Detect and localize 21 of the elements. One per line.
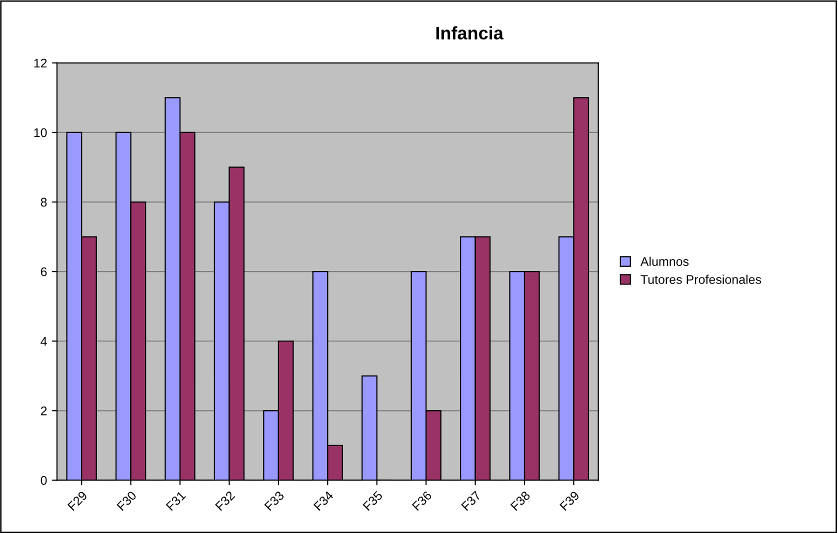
y-tick-label: 2 <box>40 406 47 416</box>
x-tick-label: F33 <box>264 490 285 511</box>
x-tick-label: F30 <box>116 490 137 511</box>
chart-title: Infancia <box>436 26 504 40</box>
legend-label: Alumnos <box>640 256 689 266</box>
y-tick-label: 10 <box>34 128 47 138</box>
x-tick-label: F35 <box>362 490 383 511</box>
y-tick-label: 6 <box>40 267 47 276</box>
x-tick-label: F38 <box>510 490 531 511</box>
x-tick-label: F37 <box>461 490 482 511</box>
x-tick-label: F34 <box>313 490 334 511</box>
y-tick-label: 12 <box>34 58 47 68</box>
x-tick-label: F32 <box>214 490 236 511</box>
x-tick-label: F31 <box>166 490 186 511</box>
x-tick-label: F36 <box>412 490 432 511</box>
x-tick-label: F29 <box>67 490 88 511</box>
y-tick-label: 0 <box>40 476 47 485</box>
legend-label: Tutores Profesionales <box>640 274 762 284</box>
x-tick-label: F39 <box>559 490 580 511</box>
y-tick-label: 4 <box>40 337 47 346</box>
y-tick-label: 8 <box>40 198 47 207</box>
